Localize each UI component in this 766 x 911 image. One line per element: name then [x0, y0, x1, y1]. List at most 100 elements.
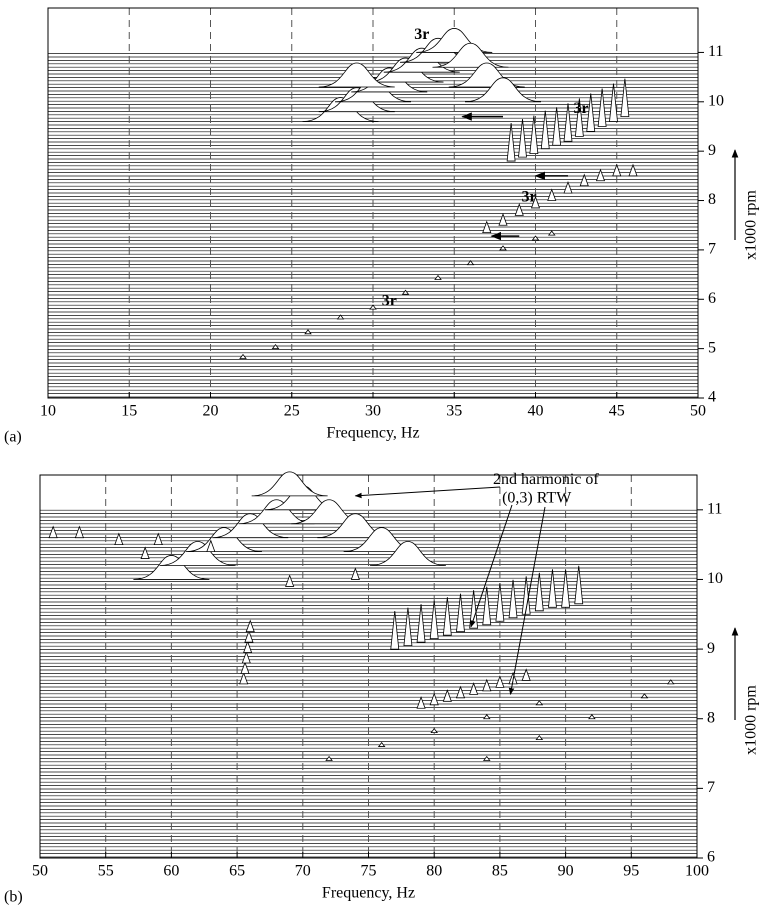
spectral-peak: [540, 110, 550, 150]
x-tick-label: 85: [492, 863, 508, 880]
spectral-peak: [530, 195, 541, 209]
spectral-peak: [628, 163, 638, 177]
x-tick-label: 70: [295, 863, 311, 880]
x-tick-label: 45: [609, 403, 625, 420]
spectral-peak: [561, 569, 571, 608]
spectral-peak: [563, 180, 573, 194]
annotation: 2nd harmonic of: [493, 471, 599, 488]
x-tick-label: 20: [203, 403, 219, 420]
spectral-peak: [466, 260, 475, 266]
spectral-peak: [403, 607, 413, 647]
spectral-peak: [508, 579, 518, 619]
spectral-peak: [429, 600, 439, 640]
x-axis-label: Frequency, Hz: [322, 885, 415, 902]
spectral-peak: [535, 700, 544, 706]
spectral-peak: [547, 188, 557, 201]
spectral-peak: [325, 755, 333, 761]
spectral-peak: [588, 714, 596, 720]
plot-frame: [39, 474, 698, 859]
x-tick-label: 15: [121, 403, 137, 420]
spectral-peak: [469, 682, 479, 695]
annotation: 3r: [414, 26, 429, 43]
x-tick-label: 10: [40, 403, 56, 420]
y-axis-label: x1000 rpm: [743, 685, 760, 755]
spectral-peak: [612, 163, 622, 177]
spectral-peak: [548, 569, 557, 608]
spectral-peak: [369, 541, 446, 566]
spectral-peak: [499, 245, 507, 251]
y-tick-label: 4: [708, 389, 716, 406]
x-axis-label: Frequency, Hz: [326, 425, 419, 442]
panel-label: (b): [4, 889, 23, 906]
spectral-peak: [586, 93, 596, 132]
spectral-peak: [369, 304, 377, 310]
y-tick-label: 10: [708, 92, 724, 109]
spectral-peak: [574, 98, 584, 137]
spectral-peak: [350, 567, 360, 580]
spectral-peak: [430, 727, 438, 734]
y-tick-label: 7: [707, 779, 715, 796]
x-tick-label: 95: [623, 863, 639, 880]
spectral-peak: [251, 471, 328, 497]
spectral-peak: [416, 604, 426, 643]
spectral-peak: [336, 314, 345, 320]
spectral-peak: [529, 115, 539, 155]
spectral-peak: [74, 525, 84, 539]
spectral-peak: [595, 168, 606, 182]
spectral-peak: [534, 572, 544, 612]
y-tick-label: 11: [707, 500, 722, 517]
spectral-peak: [318, 62, 395, 88]
spectral-peak: [455, 685, 466, 699]
spectral-peak: [133, 555, 210, 580]
spectral-peak: [531, 235, 540, 241]
spectral-peak: [514, 203, 524, 216]
spectral-peak: [563, 103, 573, 142]
panel-label: (a): [4, 429, 22, 446]
spectral-peak: [153, 532, 163, 546]
spectral-peak: [240, 661, 250, 674]
x-tick-label: 75: [361, 863, 377, 880]
spectral-peak: [521, 668, 531, 681]
spectral-peak: [243, 640, 253, 653]
spectral-peak: [159, 541, 236, 566]
spectral-peak: [442, 689, 452, 702]
spectral-peak: [495, 675, 505, 688]
spectral-peak: [239, 671, 249, 685]
spectral-peak: [434, 274, 442, 280]
spectral-peak: [552, 107, 562, 146]
spectral-peak: [482, 586, 492, 626]
spectral-peak: [239, 353, 247, 359]
spectral-peak: [304, 329, 312, 335]
y-tick-label: 8: [708, 191, 716, 208]
spectral-peak: [206, 539, 216, 552]
pointer-arrow: [354, 486, 501, 499]
y-tick-label: 9: [708, 142, 716, 159]
spectral-peak: [597, 88, 607, 127]
spectral-peak: [482, 678, 492, 692]
spectral-peak: [390, 611, 400, 650]
spectral-peak: [579, 173, 589, 187]
x-tick-label: 55: [98, 863, 114, 880]
spectral-peak: [640, 693, 649, 699]
y-tick-label: 6: [707, 849, 715, 866]
spectral-peak: [506, 122, 516, 162]
x-tick-label: 100: [685, 863, 709, 880]
x-tick-label: 80: [426, 863, 442, 880]
annotation: 3r: [521, 189, 536, 206]
x-tick-label: 25: [284, 403, 300, 420]
x-tick-label: 65: [229, 863, 245, 880]
spectral-peak: [442, 597, 452, 636]
plot-frame: [47, 7, 699, 399]
y-tick-label: 7: [708, 241, 716, 258]
spectral-peak: [609, 83, 618, 122]
spectral-peak: [498, 213, 508, 226]
annotation: 3r: [573, 100, 588, 117]
y-tick-label: 10: [707, 570, 723, 587]
y-tick-label: 8: [707, 709, 715, 726]
spectral-peak: [535, 734, 544, 741]
x-tick-label: 90: [558, 863, 574, 880]
x-tick-label: 30: [365, 403, 381, 420]
y-tick-label: 9: [707, 640, 715, 657]
spectral-peak: [244, 629, 254, 643]
